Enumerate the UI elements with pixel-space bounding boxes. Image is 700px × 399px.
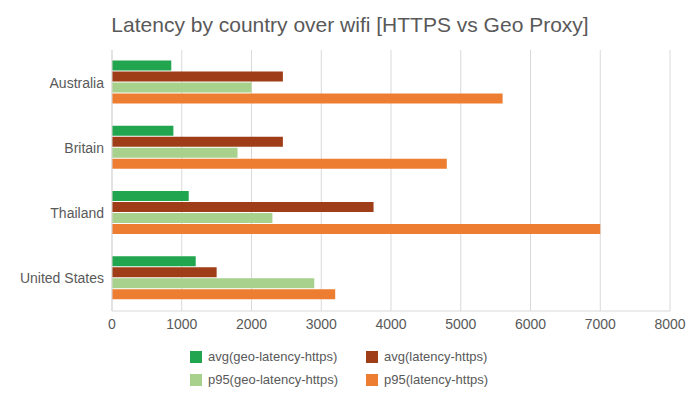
svg-text:2000: 2000 (236, 316, 267, 332)
svg-text:3000: 3000 (306, 316, 337, 332)
svg-text:7000: 7000 (585, 316, 616, 332)
svg-text:Britain: Britain (64, 140, 104, 156)
svg-text:1000: 1000 (166, 316, 197, 332)
html-text:avg(latency-https): avg(latency-https) (384, 349, 488, 364)
svg-text:United States: United States (20, 270, 104, 286)
html-text:avg(geo-latency-https): avg(geo-latency-https) (207, 349, 338, 364)
svg-text:4000: 4000 (375, 316, 406, 332)
svg-text:0: 0 (108, 316, 116, 332)
svg-text:Thailand: Thailand (50, 205, 104, 221)
html-text:p95(latency-https): p95(latency-https) (384, 372, 489, 387)
html-text:p95(geo-latency-https): p95(geo-latency-https) (207, 372, 338, 387)
svg-text:Australia: Australia (50, 75, 105, 91)
svg-text:6000: 6000 (515, 316, 546, 332)
html-text:Latency by country over wifi [: Latency by country over wifi [HTTPS vs G… (111, 13, 589, 36)
svg-text:8000: 8000 (654, 316, 685, 332)
svg-text:5000: 5000 (445, 316, 476, 332)
